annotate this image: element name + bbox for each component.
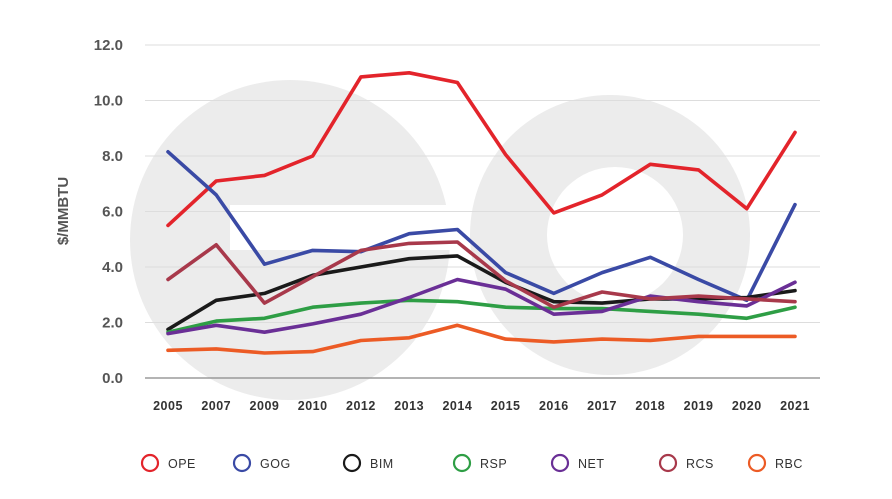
legend-marker-icon: [140, 453, 160, 473]
series-line-bim: [166, 254, 797, 332]
x-tick-label: 2014: [442, 399, 472, 413]
legend-item-ope: OPE: [140, 453, 196, 473]
legend-label: NET: [578, 457, 605, 471]
legend-label: RCS: [686, 457, 714, 471]
series-line-gog: [166, 150, 797, 303]
x-tick-label: 2020: [732, 399, 762, 413]
x-tick-label: 2012: [346, 399, 376, 413]
legend-marker-icon: [342, 453, 362, 473]
legend-marker-icon: [747, 453, 767, 473]
x-tick-label: 2010: [298, 399, 328, 413]
watermark-logo: [130, 80, 750, 400]
legend-item-rsp: RSP: [452, 453, 507, 473]
legend-label: GOG: [260, 457, 291, 471]
legend: OPE GOG BIM RSP NET RCS RBC: [140, 453, 803, 473]
x-axis-ticks: 2005 2007 2009 2010 2012 2013 2014 2015 2016 2017…: [153, 399, 810, 413]
x-tick-label: 2018: [635, 399, 665, 413]
legend-item-rcs: RCS: [658, 453, 714, 473]
y-axis-ticks: 0.0 2.0 4.0 6.0 8.0 10.0 12.0: [94, 37, 123, 387]
x-tick-label: 2009: [250, 399, 280, 413]
series-lines: [166, 71, 797, 355]
series-line-net: [166, 277, 797, 336]
x-tick-label: 2017: [587, 399, 617, 413]
x-tick-label: 2005: [153, 399, 183, 413]
legend-label: RSP: [480, 457, 507, 471]
legend-label: BIM: [370, 457, 394, 471]
y-tick-label: 0.0: [102, 370, 123, 387]
y-tick-label: 12.0: [94, 37, 123, 54]
series-line-rbc: [166, 323, 797, 355]
x-tick-label: 2013: [394, 399, 424, 413]
legend-item-bim: BIM: [342, 453, 394, 473]
legend-item-gog: GOG: [232, 453, 291, 473]
series-line-rcs: [166, 240, 797, 310]
series-line-rsp: [166, 298, 797, 335]
x-tick-label: 2015: [491, 399, 521, 413]
x-tick-label: 2021: [780, 399, 810, 413]
y-tick-label: 8.0: [102, 148, 123, 165]
legend-marker-icon: [550, 453, 570, 473]
y-tick-label: 2.0: [102, 315, 123, 332]
y-tick-label: 10.0: [94, 93, 123, 110]
legend-item-net: NET: [550, 453, 605, 473]
legend-label: RBC: [775, 457, 803, 471]
legend-label: OPE: [168, 457, 196, 471]
grid-lines: [145, 44, 820, 379]
x-tick-label: 2016: [539, 399, 569, 413]
y-axis-label: $/MMBTU: [55, 177, 72, 245]
x-tick-label: 2007: [201, 399, 231, 413]
legend-item-rbc: RBC: [747, 453, 803, 473]
series-line-ope: [166, 71, 797, 228]
legend-marker-icon: [232, 453, 252, 473]
legend-marker-icon: [452, 453, 472, 473]
y-tick-label: 6.0: [102, 204, 123, 221]
x-tick-label: 2019: [684, 399, 714, 413]
legend-marker-icon: [658, 453, 678, 473]
y-tick-label: 4.0: [102, 259, 123, 276]
